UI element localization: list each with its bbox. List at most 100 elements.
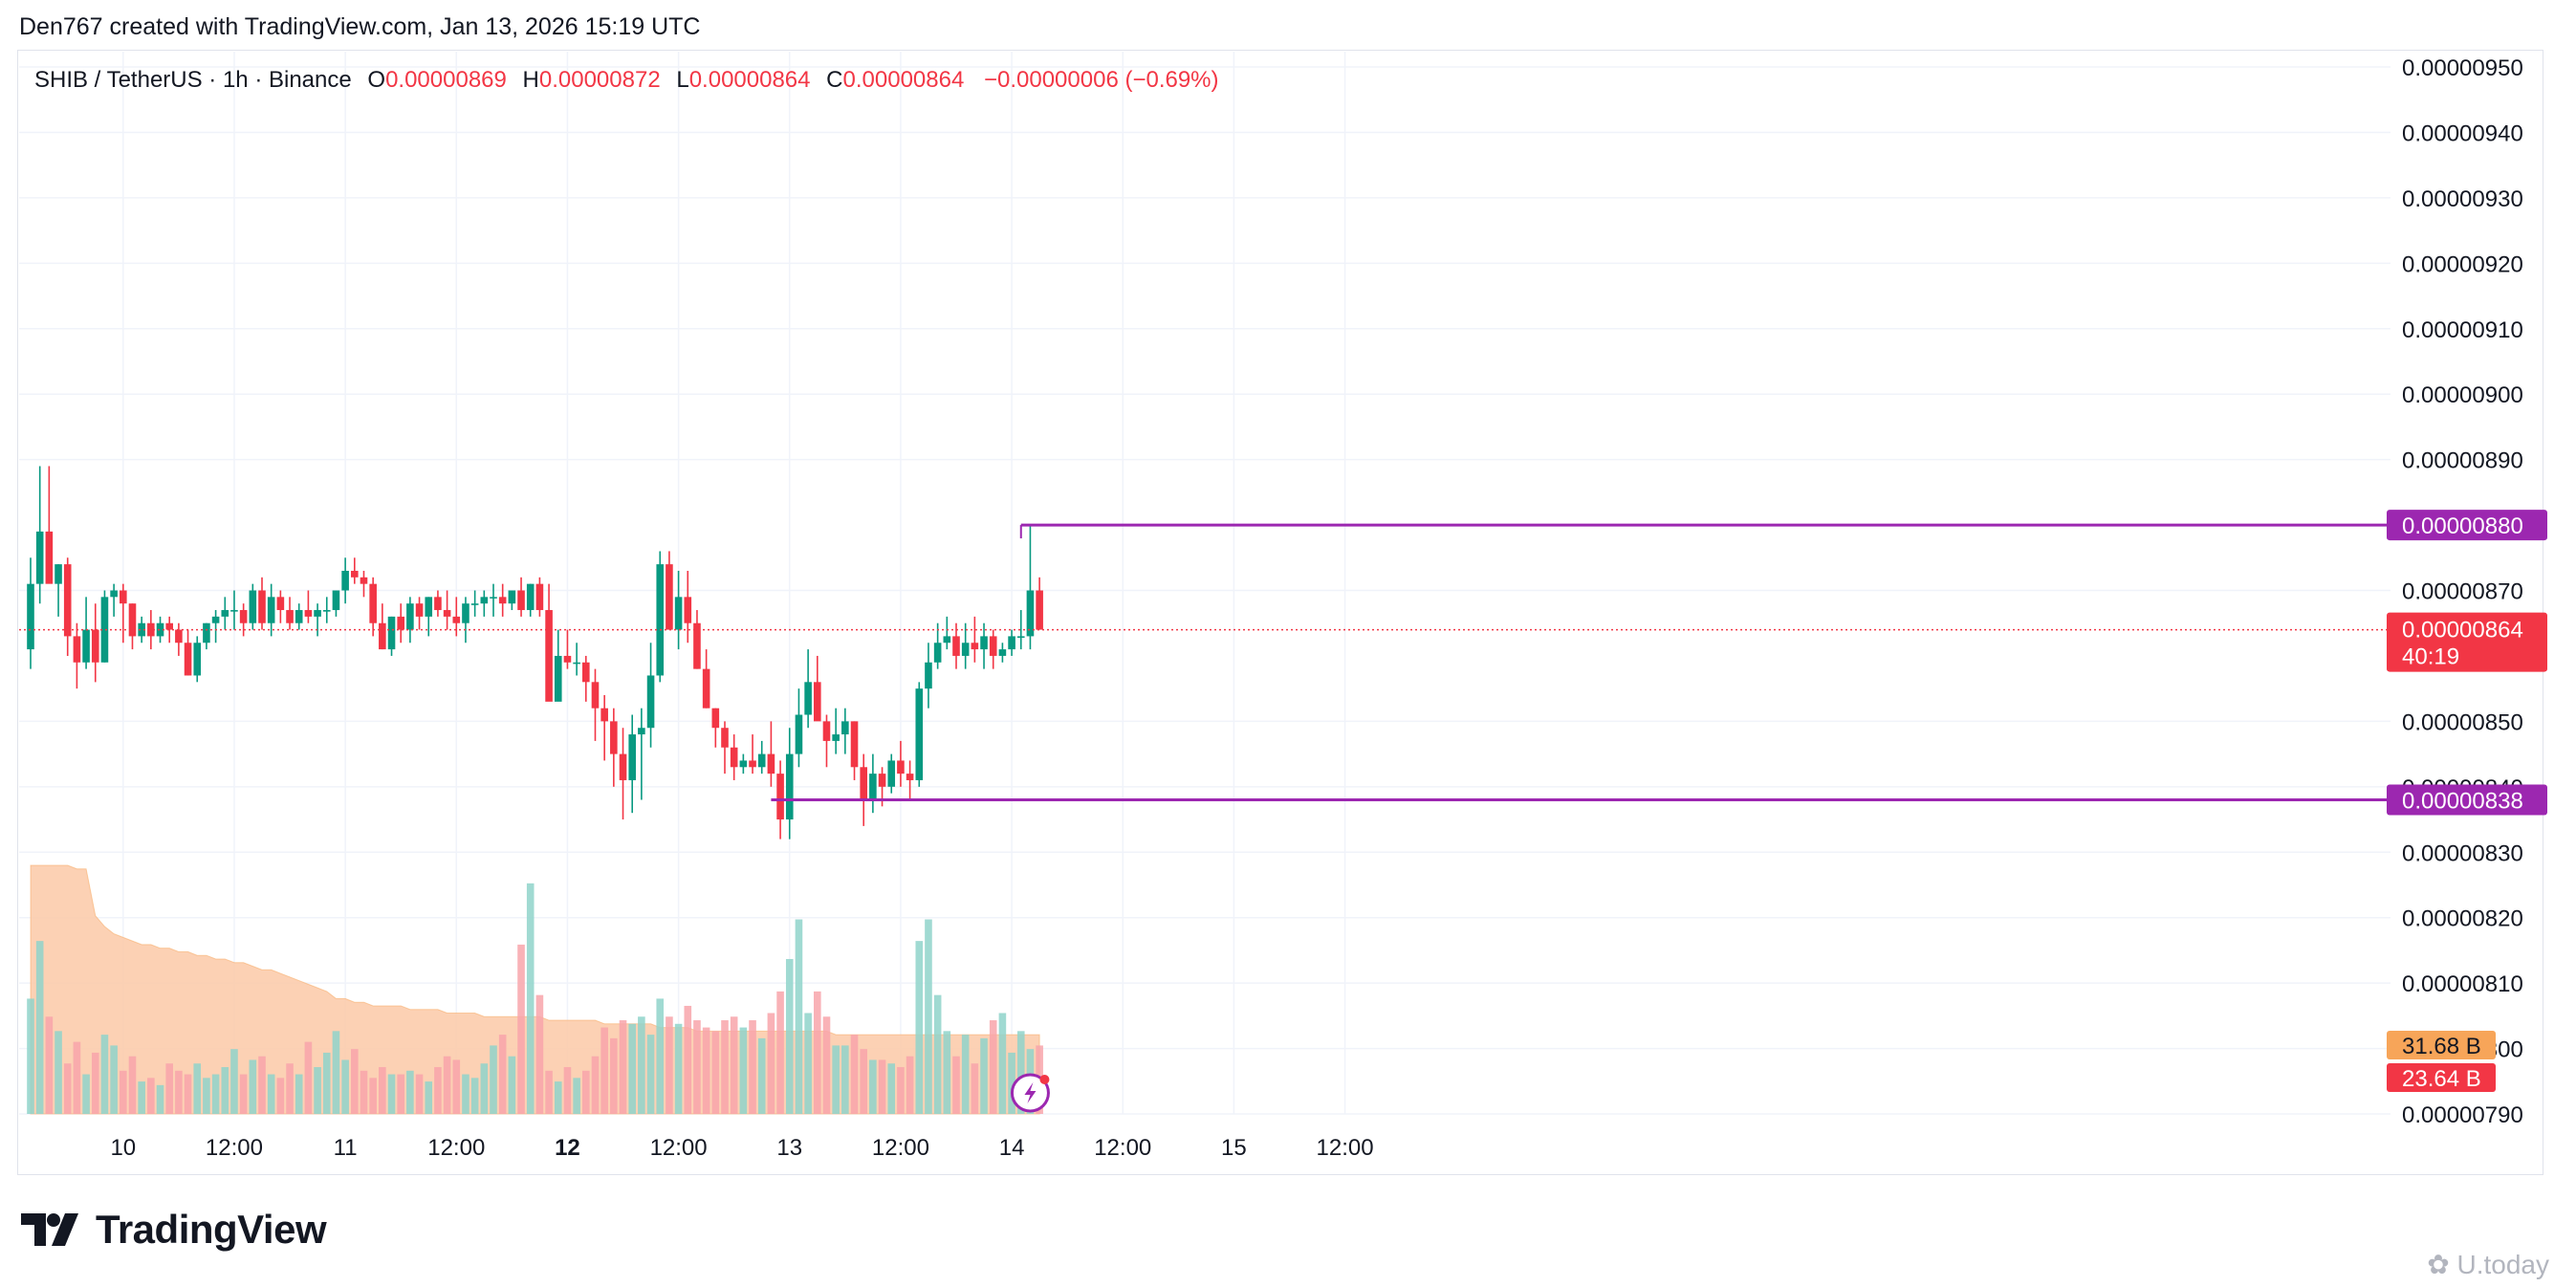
volume-bar: [63, 1063, 72, 1114]
candle-body: [869, 774, 877, 800]
close-value: 0.00000864: [842, 67, 965, 93]
candle-body: [35, 531, 44, 584]
candle-body: [276, 597, 285, 611]
volume-bar: [480, 1063, 489, 1114]
volume-bar: [82, 1074, 90, 1114]
candle-body: [128, 603, 137, 637]
candle-body: [1026, 590, 1035, 637]
volume-bar: [35, 941, 44, 1114]
candle-body: [730, 747, 738, 768]
candle-body: [906, 774, 914, 780]
chart-credit: Den767 created with TradingView.com, Jan…: [19, 13, 701, 40]
candle-body: [619, 753, 627, 780]
volume-bar: [443, 1056, 451, 1114]
y-tick-label: 0.00000910: [2402, 317, 2523, 343]
candle-body: [767, 753, 775, 774]
volume-tag: [2387, 1063, 2496, 1092]
candle-body: [776, 774, 784, 820]
volume-bar: [684, 1005, 692, 1114]
candle-body: [822, 721, 831, 741]
last-price-label: 0.00000864: [2402, 618, 2523, 644]
volume-bar: [795, 919, 803, 1114]
candle-body: [322, 610, 331, 612]
volume-bar: [656, 998, 665, 1114]
candle-body: [462, 603, 469, 623]
volume-bar: [749, 1020, 756, 1114]
x-tick-label: 10: [110, 1135, 136, 1161]
volume-bar: [138, 1081, 145, 1114]
candle-body: [63, 564, 72, 637]
candle-body: [203, 622, 210, 644]
last-price-tag: [2387, 612, 2547, 672]
volume-bar: [415, 1074, 424, 1114]
candle-body: [239, 610, 248, 623]
volume-bar: [295, 1074, 303, 1114]
volume-bar: [147, 1078, 155, 1114]
volume-bar: [1016, 1031, 1025, 1114]
candle-body: [295, 610, 303, 623]
y-tick-label: 0.00000900: [2402, 382, 2523, 408]
candle-body: [989, 636, 997, 656]
candle-body: [628, 734, 636, 780]
candle-body: [693, 622, 701, 669]
volume-bar: [434, 1067, 442, 1114]
candle-body: [897, 760, 905, 774]
x-tick-label: 13: [776, 1135, 802, 1161]
candle-body: [91, 629, 99, 663]
volume-bar: [646, 1035, 655, 1114]
volume-bar: [498, 1035, 507, 1114]
candle-body: [860, 767, 867, 800]
volume-bar: [693, 1020, 701, 1114]
candle-body: [73, 636, 81, 663]
candle-body: [814, 682, 821, 722]
volume-bar: [869, 1059, 877, 1114]
volume-bar: [619, 1020, 627, 1114]
volume-bar: [545, 1070, 553, 1114]
volume-bar: [582, 1070, 590, 1114]
volume-bar: [832, 1045, 840, 1114]
x-tick-label: 12:00: [427, 1135, 485, 1161]
volume-bar: [397, 1074, 404, 1114]
tradingview-logo[interactable]: TradingView: [21, 1207, 327, 1253]
volume-bar: [286, 1063, 294, 1114]
volume-bar: [100, 1035, 109, 1114]
symbol-label: SHIB / TetherUS · 1h · Binance: [34, 67, 352, 93]
candle-body: [369, 583, 377, 623]
candle-body: [267, 597, 275, 623]
candle-body: [554, 655, 562, 702]
volume-bar: [175, 1070, 183, 1114]
watermark: ✿ U.today: [2427, 1249, 2549, 1280]
x-tick-label: 15: [1221, 1135, 1247, 1161]
volume-bar: [989, 1020, 997, 1114]
candle-body: [498, 597, 507, 604]
volume-bar: [961, 1035, 970, 1114]
candle-body: [878, 774, 886, 787]
candle-body: [1016, 636, 1025, 639]
volume-bar: [425, 1081, 433, 1114]
volume-bar: [379, 1067, 386, 1114]
chart-frame[interactable]: [17, 50, 2543, 1175]
candle-body: [998, 649, 1007, 656]
volume-label: 23.64 B: [2402, 1066, 2481, 1092]
candle-body: [841, 721, 849, 735]
candle-body: [425, 597, 433, 617]
volume-bar: [600, 1027, 608, 1114]
candle-body: [55, 564, 62, 584]
volume-bar: [462, 1074, 469, 1114]
candle-body: [887, 760, 896, 787]
volume-bar: [230, 1049, 238, 1114]
volume-bar: [490, 1045, 497, 1114]
candle-body: [480, 597, 489, 604]
countdown-label: 40:19: [2402, 644, 2459, 670]
candle-body: [785, 753, 794, 820]
low-value: 0.00000864: [688, 67, 811, 93]
candle-body: [850, 721, 859, 768]
y-tick-label: 0.00000820: [2402, 906, 2523, 932]
volume-bar: [184, 1074, 192, 1114]
volume-bar: [841, 1045, 849, 1114]
volume-bar: [610, 1037, 618, 1114]
volume-bar: [887, 1063, 896, 1114]
volume-bar: [508, 1056, 516, 1114]
volume-bar: [860, 1049, 867, 1114]
